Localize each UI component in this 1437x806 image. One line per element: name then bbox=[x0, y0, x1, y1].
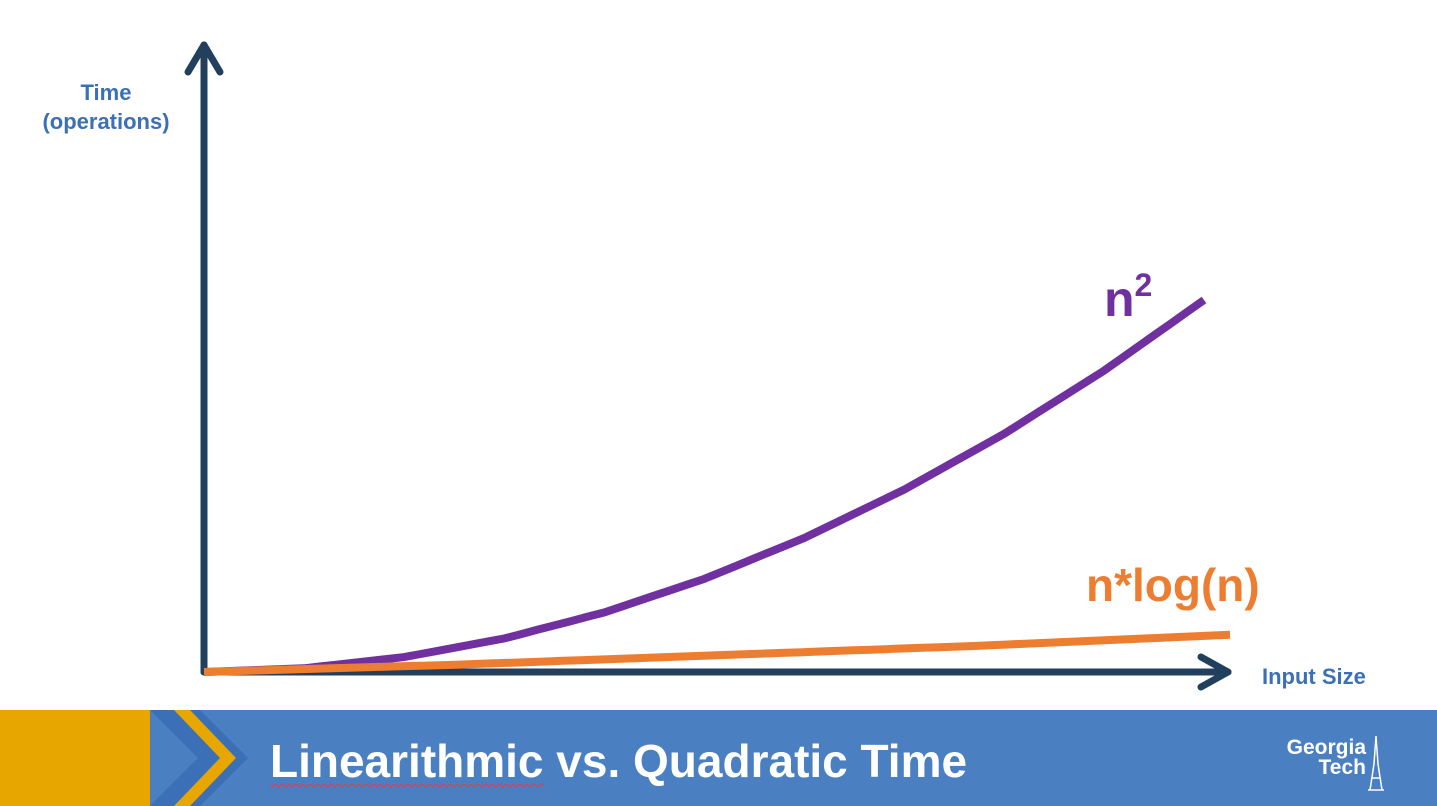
series-label-quadratic-exponent: 2 bbox=[1134, 267, 1153, 303]
footer-gold-block bbox=[0, 710, 150, 806]
y-axis-label-line1: Time bbox=[80, 80, 132, 105]
slide-title-part2: vs. Quadratic Time bbox=[543, 735, 968, 787]
logo-line2: Tech bbox=[1318, 756, 1366, 779]
y-axis-label-line2: (operations) bbox=[42, 109, 170, 134]
series-layer bbox=[203, 296, 1231, 676]
y-axis-arrowhead-icon bbox=[184, 41, 224, 76]
y-axis-label: Time (operations) bbox=[30, 78, 182, 136]
series-line-linearithmic bbox=[203, 630, 1231, 676]
slide-title: Linearithmic vs. Quadratic Time bbox=[270, 734, 967, 788]
series-label-quadratic: n2 bbox=[1104, 267, 1153, 328]
footer-banner: Linearithmic vs. Quadratic Time Georgia … bbox=[0, 710, 1437, 806]
tower-icon bbox=[1368, 735, 1384, 791]
footer-chevron-icon bbox=[150, 710, 248, 806]
x-axis-label: Input Size bbox=[1262, 664, 1366, 689]
series-label-linearithmic: n*log(n) bbox=[1086, 559, 1260, 611]
georgia-tech-logo: Georgia Tech bbox=[1258, 734, 1398, 794]
chart-axes bbox=[184, 41, 1232, 691]
logo-line1: Georgia bbox=[1286, 736, 1366, 759]
slide-title-part1: Linearithmic bbox=[270, 735, 544, 787]
chart-canvas bbox=[184, 41, 1232, 691]
series-label-quadratic-base: n bbox=[1104, 271, 1135, 327]
x-axis-arrowhead-icon bbox=[1197, 653, 1232, 691]
series-line-quadratic bbox=[203, 296, 1207, 676]
logo-wordmark: Georgia Tech bbox=[1258, 736, 1366, 779]
